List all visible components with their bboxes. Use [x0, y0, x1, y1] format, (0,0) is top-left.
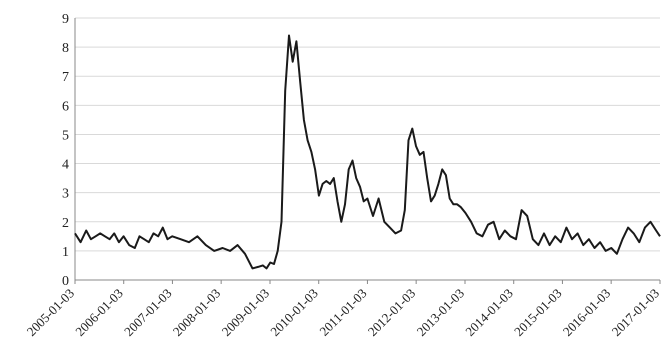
x-tick-label: 2016-01-03 — [560, 286, 614, 340]
y-tick-label: 2 — [62, 216, 69, 231]
x-tick-label: 2015-01-03 — [511, 286, 565, 340]
y-tick-labels: 0 1 2 3 4 5 6 7 8 9 — [62, 12, 69, 289]
y-tick-label: 5 — [62, 128, 69, 143]
x-tick-label: 2008-01-03 — [170, 286, 224, 340]
x-tick-label: 2010-01-03 — [267, 286, 321, 340]
x-tick-labels: 2005-01-032006-01-032007-01-032008-01-03… — [24, 280, 663, 340]
y-tick-label: 3 — [62, 187, 69, 202]
y-tick-label: 8 — [62, 41, 69, 56]
x-tick-label: 2013-01-03 — [414, 286, 468, 340]
x-tick-label: 2014-01-03 — [462, 286, 516, 340]
x-tick-label: 2006-01-03 — [72, 286, 126, 340]
x-tick-label: 2011-01-03 — [316, 286, 369, 339]
y-tick-label: 1 — [62, 245, 69, 260]
y-tick-label: 7 — [62, 70, 69, 85]
x-tick-label: 2009-01-03 — [219, 286, 273, 340]
x-tick-label: 2005-01-03 — [24, 286, 78, 340]
x-tick-label: 2012-01-03 — [365, 286, 419, 340]
x-tick-label: 2017-01-03 — [609, 286, 663, 340]
y-tick-label: 4 — [62, 158, 69, 173]
x-tick-label: 2007-01-03 — [121, 286, 175, 340]
series-line — [74, 34, 661, 270]
y-tick-label: 0 — [62, 274, 69, 289]
gridlines — [75, 17, 660, 252]
y-tick-label: 9 — [62, 12, 69, 27]
y-tick-label: 6 — [62, 99, 69, 114]
